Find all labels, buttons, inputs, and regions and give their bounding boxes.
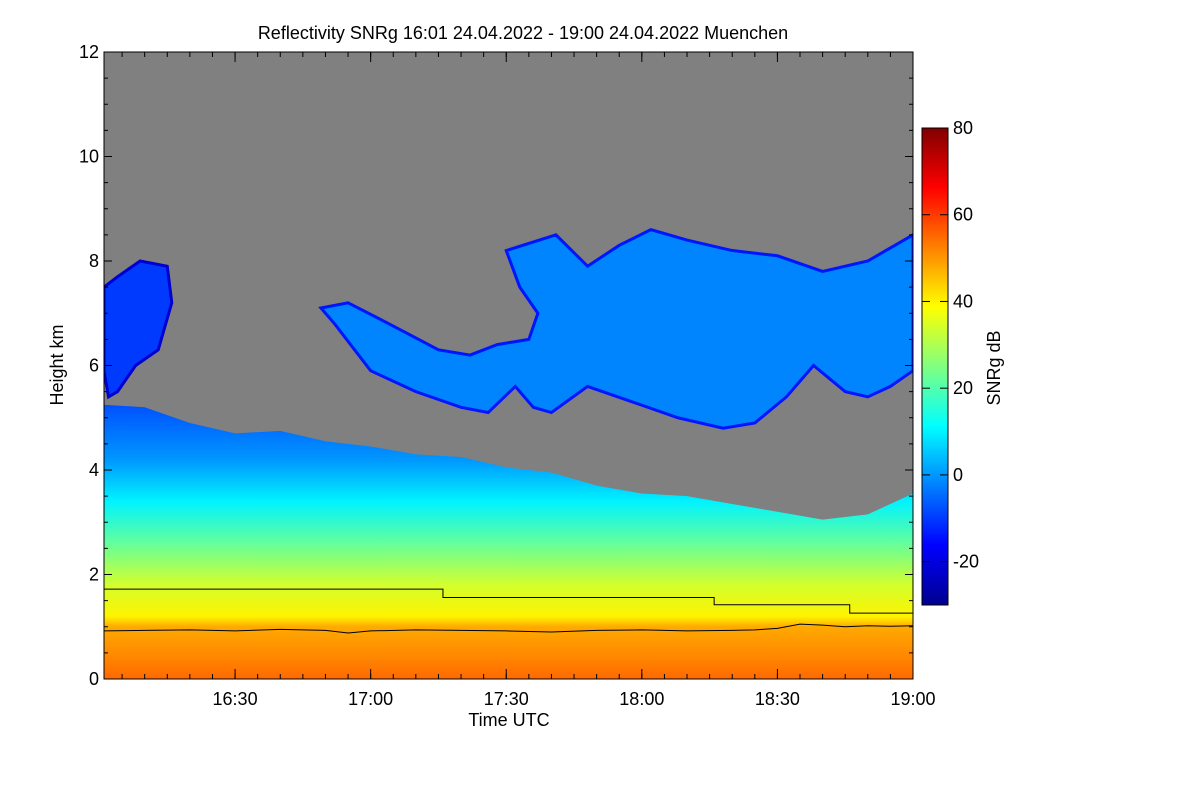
echo-layers xyxy=(104,228,913,679)
y-axis-title: Height km xyxy=(47,324,67,405)
y-tick-label: 8 xyxy=(89,251,99,271)
x-tick-label: 19:00 xyxy=(890,689,935,709)
y-tick-label: 6 xyxy=(89,356,99,376)
colorbar-title: SNRg dB xyxy=(984,330,1004,405)
x-tick-label: 18:00 xyxy=(619,689,664,709)
x-tick-label: 16:30 xyxy=(213,689,258,709)
colorbar-tick-label: 40 xyxy=(953,291,973,311)
echo-layer-mid-level-cloud-left xyxy=(104,259,174,400)
echo-layer-mid-level-cloud-right xyxy=(318,228,913,430)
upper-layer-height-line xyxy=(104,588,913,614)
echo-layer-low-cloud-precipitation xyxy=(104,404,913,679)
colorbar-tick-label: 60 xyxy=(953,205,973,225)
x-axis: 16:30 17:00 17:30 18:00 18:30 19:00 xyxy=(121,52,936,709)
y-tick-label: 4 xyxy=(89,460,99,480)
boundary-lines xyxy=(104,588,913,634)
y-axis: 0 2 4 6 8 10 12 xyxy=(79,42,913,689)
colorbar xyxy=(921,127,949,606)
colorbar-tick-label: 20 xyxy=(953,378,973,398)
chart-title: Reflectivity SNRg 16:01 24.04.2022 - 19:… xyxy=(258,23,788,43)
colorbar-tick-label: -20 xyxy=(953,552,979,572)
x-tick-label: 17:00 xyxy=(348,689,393,709)
y-tick-label: 12 xyxy=(79,42,99,62)
y-tick-label: 10 xyxy=(79,147,99,167)
lower-layer-height-line xyxy=(104,623,913,634)
x-axis-title: Time UTC xyxy=(468,710,549,730)
colorbar-ticks: -20 0 20 40 60 80 xyxy=(922,118,979,572)
colorbar-tick-label: 80 xyxy=(953,118,973,138)
x-tick-label: 18:30 xyxy=(755,689,800,709)
y-tick-label: 0 xyxy=(89,669,99,689)
colorbar-tick-label: 0 xyxy=(953,465,963,485)
x-tick-label: 17:30 xyxy=(484,689,529,709)
y-tick-label: 2 xyxy=(89,565,99,585)
